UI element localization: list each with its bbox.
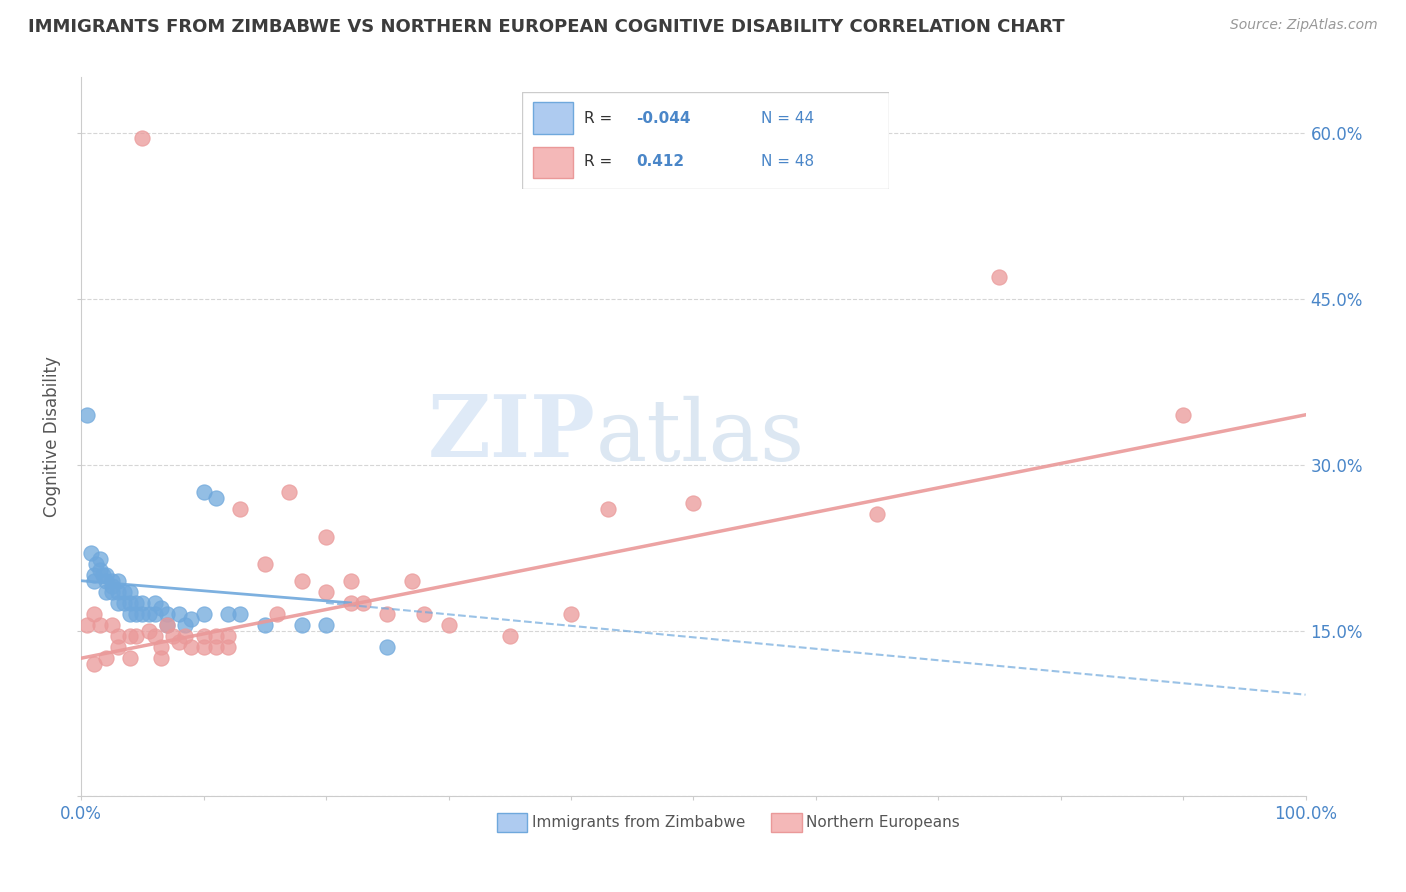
- Point: [278, 485, 301, 500]
- Point: [83, 574, 105, 588]
- Point: [413, 607, 436, 621]
- Point: [143, 607, 166, 621]
- Text: Northern Europeans: Northern Europeans: [806, 814, 960, 830]
- Point: [315, 618, 337, 632]
- Point: [596, 501, 619, 516]
- Point: [253, 557, 276, 571]
- Point: [229, 501, 252, 516]
- Point: [229, 607, 252, 621]
- Point: [162, 629, 184, 643]
- Point: [180, 612, 202, 626]
- Point: [89, 563, 111, 577]
- Point: [193, 485, 215, 500]
- Point: [167, 634, 190, 648]
- Point: [291, 574, 314, 588]
- Point: [193, 607, 215, 621]
- Point: [83, 657, 105, 671]
- Point: [120, 629, 142, 643]
- Point: [101, 579, 124, 593]
- Point: [112, 596, 135, 610]
- Point: [315, 584, 337, 599]
- Point: [125, 607, 148, 621]
- Text: Immigrants from Zimbabwe: Immigrants from Zimbabwe: [531, 814, 745, 830]
- Point: [352, 596, 374, 610]
- Point: [682, 496, 704, 510]
- Point: [167, 607, 190, 621]
- Point: [437, 618, 460, 632]
- Point: [174, 618, 197, 632]
- Point: [156, 618, 179, 632]
- Text: ZIP: ZIP: [427, 392, 596, 475]
- Point: [205, 629, 228, 643]
- Point: [101, 618, 124, 632]
- Point: [120, 607, 142, 621]
- Point: [125, 596, 148, 610]
- Point: [101, 584, 124, 599]
- Point: [91, 568, 114, 582]
- Point: [266, 607, 288, 621]
- Point: [143, 629, 166, 643]
- Point: [89, 551, 111, 566]
- Point: [89, 618, 111, 632]
- Point: [253, 618, 276, 632]
- Point: [143, 596, 166, 610]
- Point: [174, 629, 197, 643]
- Point: [107, 596, 129, 610]
- Point: [560, 607, 582, 621]
- Point: [499, 629, 522, 643]
- Point: [120, 584, 142, 599]
- Point: [125, 629, 148, 643]
- Point: [120, 651, 142, 665]
- Point: [83, 568, 105, 582]
- Point: [138, 624, 160, 638]
- Point: [131, 596, 153, 610]
- Point: [193, 629, 215, 643]
- Point: [131, 131, 153, 145]
- Point: [112, 584, 135, 599]
- Point: [205, 491, 228, 505]
- Point: [217, 640, 239, 654]
- Point: [217, 629, 239, 643]
- Point: [291, 618, 314, 632]
- Point: [120, 596, 142, 610]
- Point: [84, 557, 107, 571]
- Point: [375, 607, 398, 621]
- Point: [205, 640, 228, 654]
- Point: [94, 651, 117, 665]
- Point: [131, 607, 153, 621]
- Point: [101, 574, 124, 588]
- Point: [138, 607, 160, 621]
- Point: [866, 508, 889, 522]
- Point: [149, 601, 172, 615]
- Point: [149, 651, 172, 665]
- Point: [107, 584, 129, 599]
- Point: [988, 269, 1011, 284]
- Point: [76, 618, 98, 632]
- Point: [107, 629, 129, 643]
- Point: [339, 596, 361, 610]
- Y-axis label: Cognitive Disability: Cognitive Disability: [44, 357, 60, 517]
- Point: [401, 574, 423, 588]
- Point: [94, 574, 117, 588]
- Point: [76, 408, 98, 422]
- Point: [156, 607, 179, 621]
- Point: [80, 546, 103, 560]
- Point: [156, 618, 179, 632]
- Point: [107, 640, 129, 654]
- Point: [1171, 408, 1194, 422]
- Point: [315, 529, 337, 543]
- Point: [217, 607, 239, 621]
- Point: [149, 640, 172, 654]
- Point: [375, 640, 398, 654]
- Point: [193, 640, 215, 654]
- Point: [339, 574, 361, 588]
- Point: [107, 574, 129, 588]
- Text: atlas: atlas: [596, 395, 804, 478]
- Point: [94, 568, 117, 582]
- Text: Source: ZipAtlas.com: Source: ZipAtlas.com: [1230, 18, 1378, 32]
- Text: IMMIGRANTS FROM ZIMBABWE VS NORTHERN EUROPEAN COGNITIVE DISABILITY CORRELATION C: IMMIGRANTS FROM ZIMBABWE VS NORTHERN EUR…: [28, 18, 1064, 36]
- Point: [83, 607, 105, 621]
- Point: [180, 640, 202, 654]
- Point: [94, 584, 117, 599]
